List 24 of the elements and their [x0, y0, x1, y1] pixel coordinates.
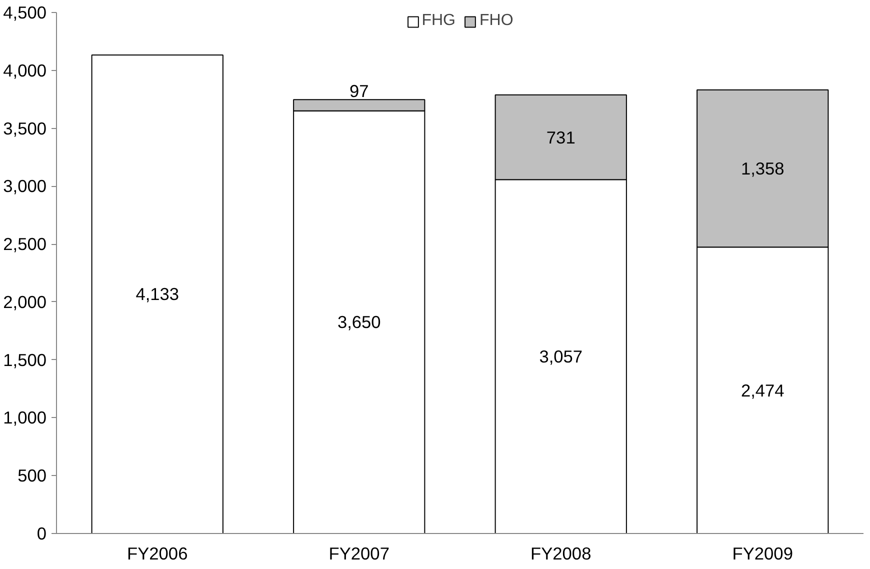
data-label: 97 [349, 81, 369, 102]
y-tick-label: 2,000 [3, 292, 47, 312]
x-tick-label: FY2009 [732, 544, 793, 564]
data-label: 1,358 [740, 158, 784, 178]
x-tick-label: FY2008 [530, 544, 592, 564]
y-tick-label: 1,500 [3, 350, 47, 370]
y-tick-label: 3,000 [3, 176, 47, 196]
y-tick-label: 0 [36, 524, 47, 544]
x-tick-label: FY2007 [328, 544, 390, 564]
x-tick-label: FY2006 [127, 544, 188, 564]
y-tick-label: 3,500 [3, 118, 47, 138]
data-label: 4,133 [136, 284, 180, 304]
data-label: 731 [546, 127, 576, 148]
data-label: 2,474 [740, 380, 785, 400]
y-tick-label: 2,500 [3, 234, 47, 254]
y-tick-label: 4,500 [3, 2, 47, 22]
legend-label: FHO [480, 12, 514, 30]
legend-label: FHG [422, 12, 456, 30]
bar [91, 54, 224, 534]
y-tick-label: 1,000 [3, 408, 47, 428]
data-label: 3,650 [337, 312, 381, 332]
y-tick-label: 500 [18, 466, 47, 486]
y-tick-label: 4,000 [3, 60, 47, 80]
data-label: 3,057 [539, 346, 583, 367]
